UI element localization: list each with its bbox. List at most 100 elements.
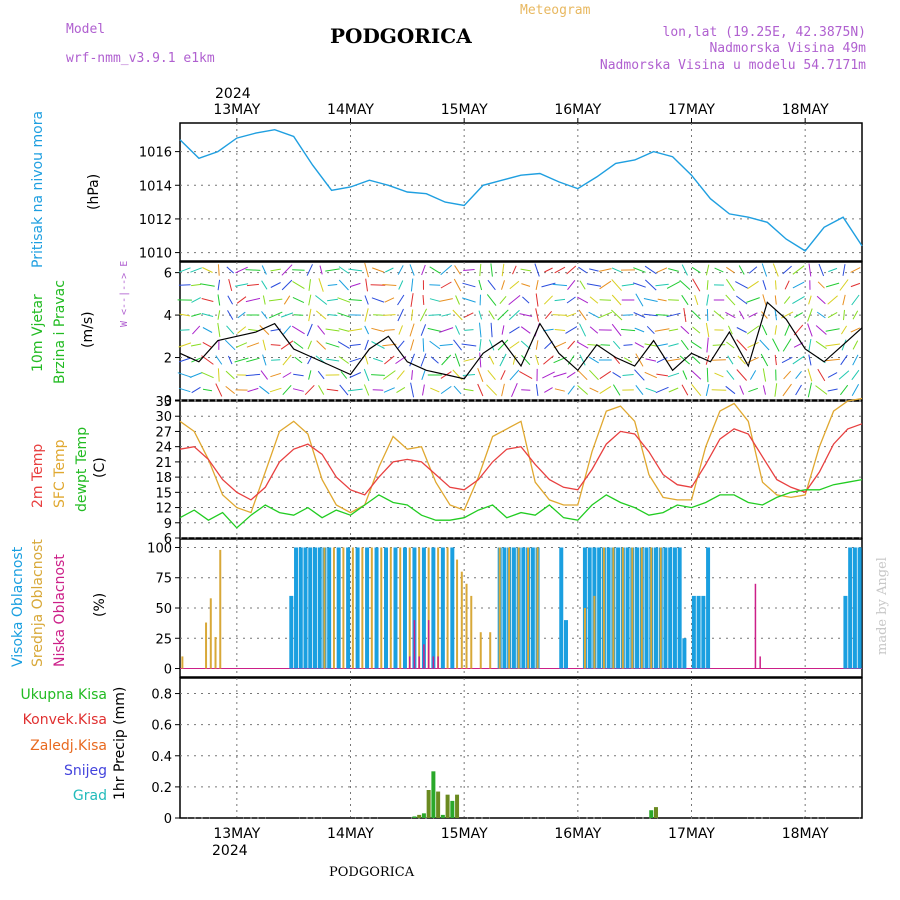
wind-arrow (727, 325, 733, 335)
wind-arrow (725, 385, 736, 395)
wind-arrow (852, 354, 859, 366)
wind-arrow (644, 265, 657, 275)
wind-arrow (807, 382, 812, 398)
high-cloud-bar (402, 547, 407, 669)
wind-ytick-label-3: 6 (164, 267, 172, 282)
wind-arrow (348, 268, 363, 272)
wind-arrow (479, 339, 482, 351)
wind-arrow (748, 312, 758, 318)
wind-arrow (554, 329, 566, 331)
high-cloud-bar (393, 547, 398, 669)
temp-ylabel-3: dewpt Temp (74, 427, 90, 512)
mid-cloud-bar (370, 547, 373, 669)
date-label-top-0: 13MAY (213, 102, 260, 118)
wind-arrow (620, 328, 636, 332)
wind-arrow (191, 297, 201, 303)
high-cloud-bar (587, 547, 592, 669)
wind-arrow (319, 265, 323, 275)
wind-arrow (579, 354, 586, 366)
temp-ytick-label-5: 21 (155, 456, 172, 471)
wind-arrow (576, 341, 589, 349)
wind-arrow (226, 266, 235, 274)
pressure-ytick-label-1: 1012 (139, 213, 172, 228)
wind-arrow (202, 388, 213, 392)
high-cloud-bar (431, 547, 436, 669)
high-cloud-bar (308, 547, 313, 669)
wind-arrow (706, 294, 709, 306)
wind-arrow (611, 323, 622, 337)
wind-arrow (178, 284, 191, 286)
wind-arrow (225, 370, 235, 380)
wind-arrow (410, 339, 415, 351)
wind-arrow (725, 278, 735, 292)
low-cloud-bar (418, 656, 420, 669)
wind-arrow (711, 389, 727, 391)
wind-arrow (746, 297, 760, 303)
wind-arrow (383, 329, 395, 331)
date-label-bottom-3: 16MAY (554, 826, 601, 842)
high-cloud-bar (303, 547, 308, 669)
wind-ylabel-1: 10m Vjetar (30, 294, 46, 372)
precip-ytick-label-2: 0.4 (151, 750, 172, 765)
wind-arrow (850, 267, 861, 273)
wind-arrow (567, 385, 575, 395)
precip-bar (455, 794, 460, 818)
wind-arrow (567, 340, 576, 350)
wind-arrow (795, 384, 802, 396)
wind-arrow (236, 342, 248, 348)
wind-arrow (268, 298, 283, 302)
wind-arrow (439, 298, 453, 302)
wind-panel-frame (179, 261, 863, 401)
low-cloud-bar (423, 644, 425, 669)
wind-arrow (726, 370, 735, 380)
wind-ytick-label-1: 2 (164, 352, 172, 367)
mid-cloud-bar (536, 547, 539, 669)
precip-ytick-label-0: 0 (164, 812, 172, 827)
wind-arrow (578, 309, 587, 321)
mid-cloud-bar (351, 547, 354, 669)
wind-arrow (827, 388, 838, 392)
wind-arrow (762, 280, 767, 290)
wind-arrow (691, 383, 702, 397)
wind-arrow (478, 279, 483, 291)
wind-arrow (246, 283, 259, 287)
wind-arrow (668, 268, 679, 272)
high-cloud-bar (644, 547, 649, 669)
wind-arrow (850, 282, 861, 288)
wind-arrow (327, 314, 338, 316)
wind-arrow (762, 368, 767, 382)
wind-arrow (440, 281, 452, 289)
wind-arrow (410, 278, 414, 292)
high-cloud-bar (672, 547, 677, 669)
high-cloud-bar (691, 595, 696, 669)
cloud-ytick-label-2: 50 (155, 602, 172, 617)
wind-arrow (326, 388, 339, 392)
wind-arrow (852, 310, 859, 320)
wind-arrow (566, 371, 576, 379)
wind-arrow (292, 269, 305, 271)
wind-arrow (246, 342, 260, 348)
pressure-ylabel-1: Pritisak na nivou mora (30, 111, 46, 268)
wind-arrow (694, 294, 699, 306)
wind-arrow (508, 295, 521, 305)
wind-arrow (842, 294, 846, 306)
wind-arrow (428, 314, 442, 316)
wind-arrow (486, 294, 497, 306)
wind-ylabel-3: (m/s) (80, 311, 96, 348)
wind-arrow (454, 265, 461, 275)
mid-cloud-bar (456, 559, 459, 669)
high-cloud-bar (312, 547, 317, 669)
precip-bar (412, 816, 417, 818)
wind-arrow (774, 295, 777, 305)
wind-arrow (725, 294, 736, 306)
wind-arrow (589, 326, 599, 334)
wind-arrow (736, 339, 748, 351)
wind-arrow (338, 279, 349, 291)
wind-arrow (282, 384, 292, 396)
wind-arrow (807, 308, 813, 322)
wind-arrow (655, 314, 669, 316)
wind-arrow (464, 312, 474, 318)
wind-arrow (337, 341, 350, 349)
precip-bar (421, 813, 426, 818)
wind-arrow (488, 355, 495, 365)
